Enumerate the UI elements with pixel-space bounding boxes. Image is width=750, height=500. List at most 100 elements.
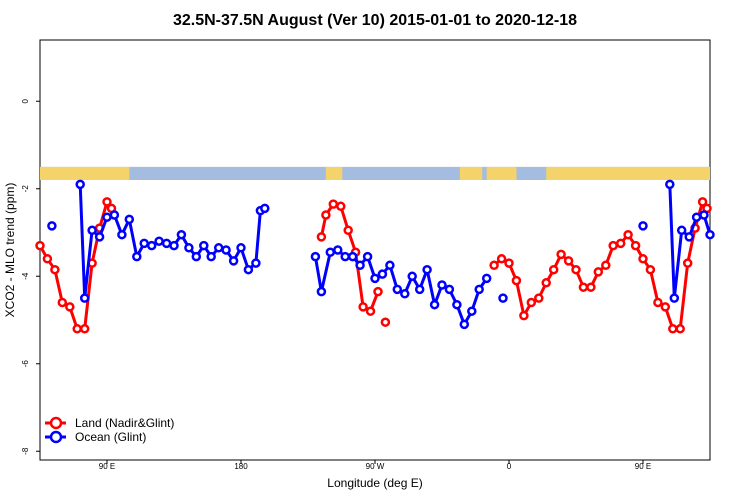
data-point [65,302,75,312]
data-point [556,249,566,260]
data-point [191,251,202,262]
data-point [459,319,470,330]
data-point [336,201,346,212]
data-point [328,199,339,209]
data-point [489,260,499,271]
series-line [493,200,709,331]
data-point [665,179,675,190]
data-point [645,264,656,275]
y-tick-label: -4 [21,272,30,280]
data-point [571,264,581,275]
data-point [444,284,455,295]
data-point [496,254,507,264]
data-point [422,264,432,275]
data-point [504,258,514,268]
data-point [578,282,589,292]
data-point [260,203,270,214]
data-point [385,260,395,271]
data-point [392,284,403,295]
land-band-segment [459,166,483,180]
data-point [608,240,618,251]
data-point [316,286,327,297]
data-point [668,324,678,334]
data-point [653,297,663,308]
data-point [184,243,194,253]
data-point [347,251,358,262]
data-point [35,240,45,251]
data-point [47,221,57,231]
data-point [87,225,97,236]
land-band-segment [546,166,710,180]
data-point [452,299,462,310]
data-point [42,254,53,264]
x-tick-label: 90 E [635,462,651,471]
data-point [109,210,120,220]
data-point [79,324,90,334]
legend: Land (Nadir&Glint) Ocean (Glint) [45,416,174,444]
data-point [72,324,82,334]
x-tick-label: 90 W [366,462,385,471]
data-point [102,212,112,222]
land-series [35,197,712,334]
data-point [682,258,693,268]
data-point [213,243,224,253]
data-point [251,258,261,268]
data-point [586,282,596,292]
data-point [669,293,680,303]
data-point [117,229,127,240]
data-point [176,229,187,240]
data-point [684,232,694,242]
data-point [358,302,368,312]
data-point [370,273,380,284]
data-point [699,210,709,220]
y-tick-label: 0 [21,98,30,103]
data-point [548,264,559,275]
data-point [221,245,231,255]
land-band-segment [486,166,517,180]
data-point [660,302,671,312]
data-point [199,240,209,251]
data-point [50,264,60,275]
data-point [139,238,149,249]
data-point [437,280,447,290]
data-point [429,299,440,310]
data-point [79,293,90,303]
legend-ocean-label: Ocean (Glint) [75,430,146,444]
data-point [615,238,626,249]
data-point [373,286,383,297]
data-point [563,256,574,266]
data-point [593,267,604,277]
x-axis-label: Longitude (deg E) [327,476,422,490]
land-band-segment [40,166,130,180]
series-group [35,179,715,334]
legend-land-marker [49,416,63,430]
legend-ocean-marker [49,430,63,444]
data-point [675,324,685,334]
data-point [146,240,157,251]
data-point [407,271,417,282]
x-tick-label: 90 E [99,462,115,471]
data-point [102,197,112,207]
ocean-series [47,179,715,330]
ocean-band-segment [40,166,710,180]
data-point [697,197,708,207]
data-point [467,306,477,316]
legend-land-label: Land (Nadir&Glint) [75,416,174,430]
data-point [474,284,484,295]
data-point [316,232,327,242]
data-point [362,251,373,262]
data-point [638,221,648,231]
data-point [630,240,641,251]
land-band-segment [325,166,343,180]
y-axis-label: XCO2 - MLO trend (ppm) [3,183,17,318]
data-point [57,297,68,308]
data-point [414,284,425,295]
data-point [534,293,544,303]
data-point [511,275,522,286]
y-tick-label: -8 [21,447,30,455]
data-point [601,260,611,271]
data-point [236,243,246,253]
data-point [526,297,537,308]
